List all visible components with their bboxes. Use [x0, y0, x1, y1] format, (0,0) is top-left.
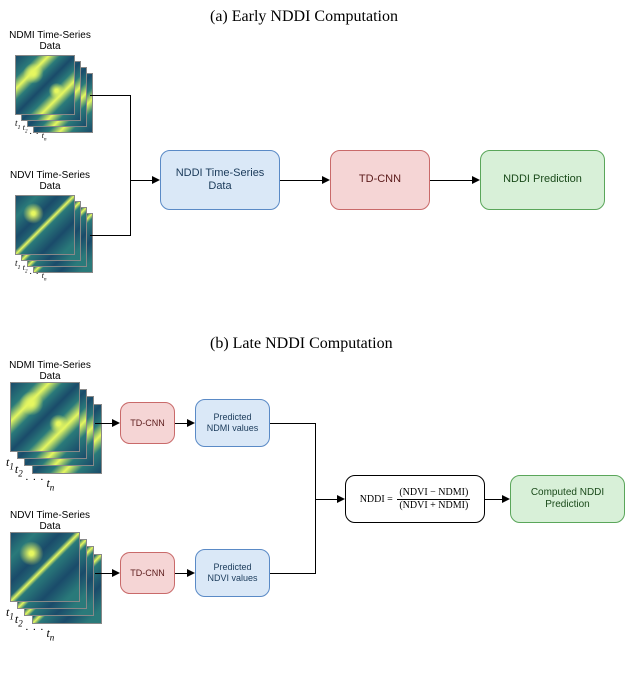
nddi-formula-box: NDDI = (NDVI − NDMI) (NDVI + NDMI) — [345, 475, 485, 523]
formula-lhs: NDDI = — [360, 493, 393, 504]
panel-a-title: (a) Early NDDI Computation — [210, 8, 398, 26]
connector — [270, 423, 315, 424]
arrow-icon — [187, 419, 195, 427]
connector — [90, 235, 130, 236]
tdcnn-box-b1: TD-CNN — [120, 402, 175, 444]
pred-ndmi-box: PredictedNDMI values — [195, 399, 270, 447]
connector — [280, 180, 324, 181]
connector — [430, 180, 474, 181]
arrow-icon — [322, 176, 330, 184]
arrow-icon — [112, 419, 120, 427]
time-labels-a2: t1 t2 . . tn — [15, 258, 46, 271]
nddi-pred-box: NDDI Prediction — [480, 150, 605, 210]
connector — [270, 573, 315, 574]
tdcnn-box-a: TD-CNN — [330, 150, 430, 210]
computed-nddi-box: Computed NDDIPrediction — [510, 475, 625, 523]
tdcnn-box-b2: TD-CNN — [120, 552, 175, 594]
ndmi-stack-b — [10, 382, 80, 452]
ndvi-stack-a — [15, 195, 85, 265]
time-labels-a1: t1 t2 . . tn — [15, 118, 46, 131]
ndmi-stack-a — [15, 55, 85, 125]
ndvi-label-b: NDVI Time-SeriesData — [5, 510, 95, 532]
pred-ndvi-box: PredictedNDVI values — [195, 549, 270, 597]
ndvi-stack-b — [10, 532, 80, 602]
time-labels-b1: t1 t2 . . . tn — [6, 455, 57, 471]
formula-num: (NDVI − NDMI) — [397, 488, 470, 500]
ndvi-label-a: NDVI Time-SeriesData — [5, 170, 95, 192]
ndmi-label-a: NDMI Time-SeriesData — [5, 30, 95, 52]
ndmi-label-b: NDMI Time-SeriesData — [5, 360, 95, 382]
connector — [90, 95, 130, 96]
formula-den: (NDVI + NDMI) — [397, 500, 470, 511]
arrow-icon — [152, 176, 160, 184]
panel-b-title: (b) Late NDDI Computation — [210, 335, 393, 353]
connector — [315, 499, 339, 500]
connector — [130, 180, 154, 181]
arrow-icon — [502, 495, 510, 503]
arrow-icon — [337, 495, 345, 503]
arrow-icon — [187, 569, 195, 577]
connector — [130, 95, 131, 236]
nddi-ts-box: NDDI Time-SeriesData — [160, 150, 280, 210]
time-labels-b2: t1 t2 . . . tn — [6, 605, 57, 621]
arrow-icon — [112, 569, 120, 577]
arrow-icon — [472, 176, 480, 184]
